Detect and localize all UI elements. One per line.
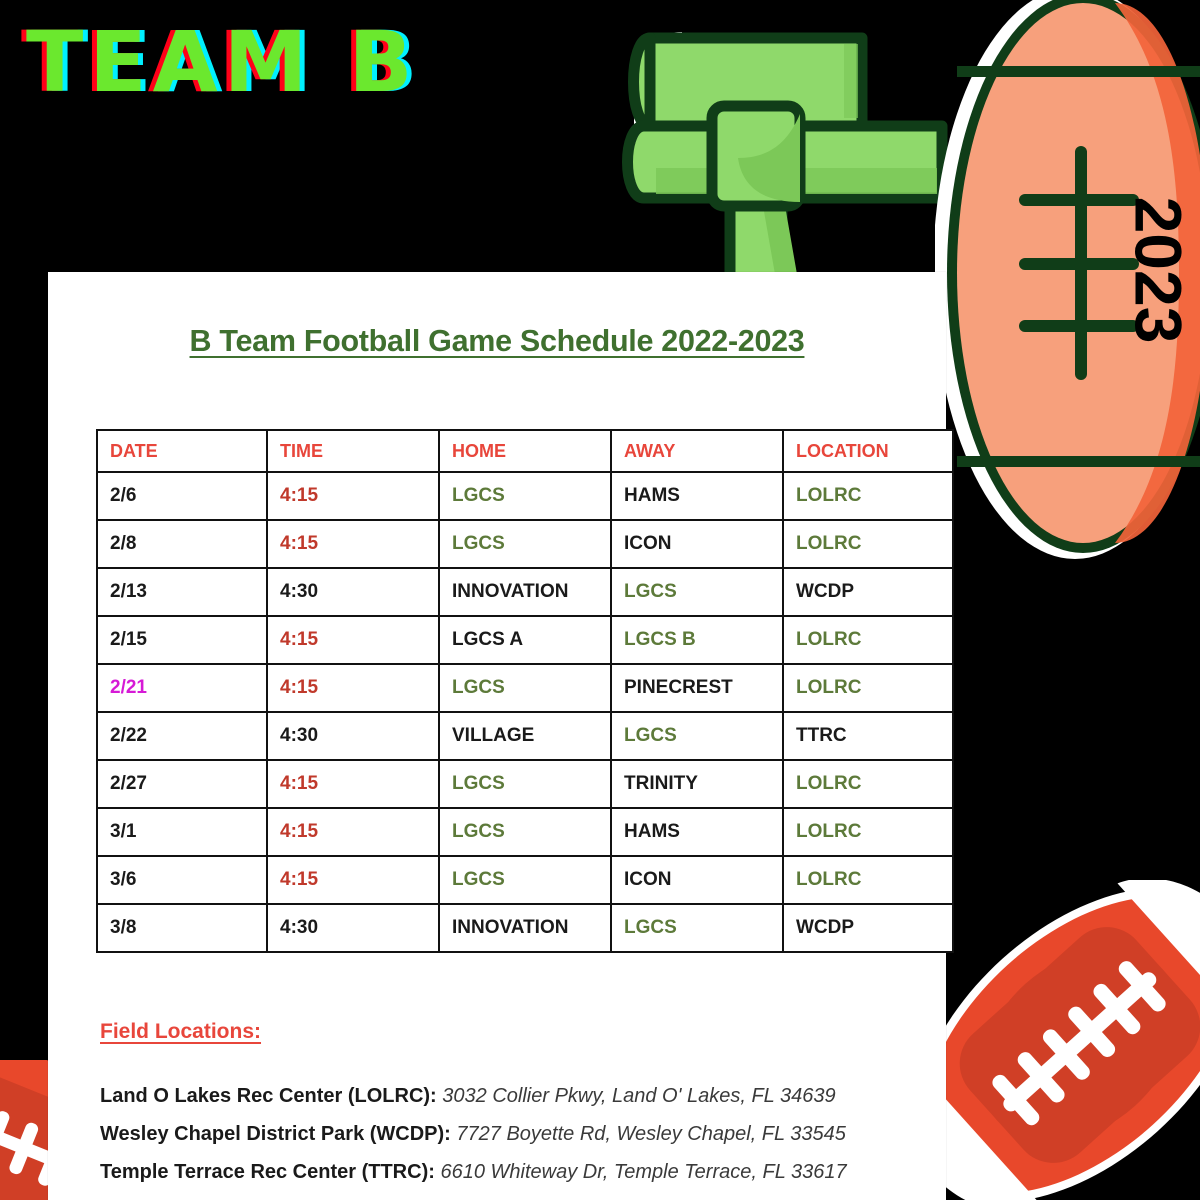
game-date-cell: 2/8 (98, 521, 266, 567)
field-location-address: 3032 Collier Pkwy, Land O' Lakes, FL 346… (442, 1085, 836, 1107)
table-row: 2/21 4:15 LGCS PINECREST LOLRC (98, 665, 952, 711)
game-date-cell: 3/8 (98, 905, 266, 951)
column-header-date: DATE (98, 431, 266, 471)
away-team-cell: PINECREST (612, 665, 782, 711)
home-team-cell: LGCS (440, 521, 610, 567)
column-header-time: TIME (268, 431, 438, 471)
table-row: 2/8 4:15 LGCS ICON LOLRC (98, 521, 952, 567)
away-team-cell: LGCS B (612, 617, 782, 663)
field-location-name: Wesley Chapel District Park (WCDP): (100, 1123, 451, 1145)
home-team-cell: LGCS (440, 857, 610, 903)
field-location-address: 7727 Boyette Rd, Wesley Chapel, FL 33545 (456, 1123, 846, 1145)
table-row: 2/15 4:15 LGCS A LGCS B LOLRC (98, 617, 952, 663)
game-date-cell: 2/22 (98, 713, 266, 759)
field-location-entry: Wesley Chapel District Park (WCDP): 7727… (100, 1123, 846, 1146)
location-cell: LOLRC (784, 761, 952, 807)
field-locations-heading: Field Locations: (100, 1020, 262, 1043)
year-label: 2023 (1122, 197, 1196, 344)
location-cell: TTRC (784, 713, 952, 759)
location-cell: LOLRC (784, 809, 952, 855)
away-team-cell: HAMS (612, 809, 782, 855)
home-team-cell: LGCS (440, 473, 610, 519)
location-cell: LOLRC (784, 521, 952, 567)
home-team-cell: LGCS (440, 761, 610, 807)
field-location-entry: Land O Lakes Rec Center (LOLRC): 3032 Co… (100, 1085, 836, 1108)
field-location-address: 6610 Whiteway Dr, Temple Terrace, FL 336… (440, 1161, 847, 1183)
away-team-cell: LGCS (612, 905, 782, 951)
field-location-name: Land O Lakes Rec Center (LOLRC): (100, 1085, 437, 1107)
game-time-cell: 4:15 (268, 809, 438, 855)
game-date-cell: 3/6 (98, 857, 266, 903)
away-team-cell: LGCS (612, 569, 782, 615)
game-date-cell: 2/6 (98, 473, 266, 519)
table-row: 3/1 4:15 LGCS HAMS LOLRC (98, 809, 952, 855)
team-title: TEAM B (26, 13, 419, 111)
table-header-row: DATE TIME HOME AWAY LOCATION (98, 431, 952, 471)
football-year-graphic-icon: 2023 (933, 0, 1200, 560)
location-cell: WCDP (784, 569, 952, 615)
table-row: 3/6 4:15 LGCS ICON LOLRC (98, 857, 952, 903)
game-time-cell: 4:15 (268, 521, 438, 567)
column-header-location: LOCATION (784, 431, 952, 471)
home-team-cell: LGCS (440, 665, 610, 711)
home-team-cell: LGCS (440, 809, 610, 855)
location-cell: WCDP (784, 905, 952, 951)
away-team-cell: LGCS (612, 713, 782, 759)
football-bottom-right-icon (906, 878, 1200, 1200)
schedule-table: DATE TIME HOME AWAY LOCATION 2/6 4:15 LGCS… (96, 429, 954, 953)
page-title: B Team Football Game Schedule 2022-2023 (189, 324, 805, 358)
table-row: 2/13 4:30 INNOVATION LGCS WCDP (98, 569, 952, 615)
table-row: 2/22 4:30 VILLAGE LGCS TTRC (98, 713, 952, 759)
column-header-home: HOME (440, 431, 610, 471)
game-time-cell: 4:30 (268, 905, 438, 951)
game-date-cell: 2/13 (98, 569, 266, 615)
location-cell: LOLRC (784, 665, 952, 711)
home-team-cell: VILLAGE (440, 713, 610, 759)
game-date-cell: 2/27 (98, 761, 266, 807)
location-cell: LOLRC (784, 857, 952, 903)
away-team-cell: TRINITY (612, 761, 782, 807)
game-time-cell: 4:30 (268, 569, 438, 615)
location-cell: LOLRC (784, 617, 952, 663)
game-date-cell: 2/21 (98, 665, 266, 711)
away-team-cell: HAMS (612, 473, 782, 519)
game-time-cell: 4:15 (268, 761, 438, 807)
game-date-cell: 3/1 (98, 809, 266, 855)
game-date-cell: 2/15 (98, 617, 266, 663)
home-team-cell: INNOVATION (440, 569, 610, 615)
game-time-cell: 4:30 (268, 713, 438, 759)
location-cell: LOLRC (784, 473, 952, 519)
home-team-cell: LGCS A (440, 617, 610, 663)
field-location-name: Temple Terrace Rec Center (TTRC): (100, 1161, 435, 1183)
table-row: 2/6 4:15 LGCS HAMS LOLRC (98, 473, 952, 519)
table-row: 3/8 4:30 INNOVATION LGCS WCDP (98, 905, 952, 951)
away-team-cell: ICON (612, 857, 782, 903)
away-team-cell: ICON (612, 521, 782, 567)
game-time-cell: 4:15 (268, 473, 438, 519)
game-time-cell: 4:15 (268, 617, 438, 663)
schedule-paper: B Team Football Game Schedule 2022-2023 … (48, 272, 954, 1200)
home-team-cell: INNOVATION (440, 905, 610, 951)
game-time-cell: 4:15 (268, 665, 438, 711)
game-time-cell: 4:15 (268, 857, 438, 903)
table-row: 2/27 4:15 LGCS TRINITY LOLRC (98, 761, 952, 807)
column-header-away: AWAY (612, 431, 782, 471)
field-location-entry: Temple Terrace Rec Center (TTRC): 6610 W… (100, 1161, 847, 1184)
